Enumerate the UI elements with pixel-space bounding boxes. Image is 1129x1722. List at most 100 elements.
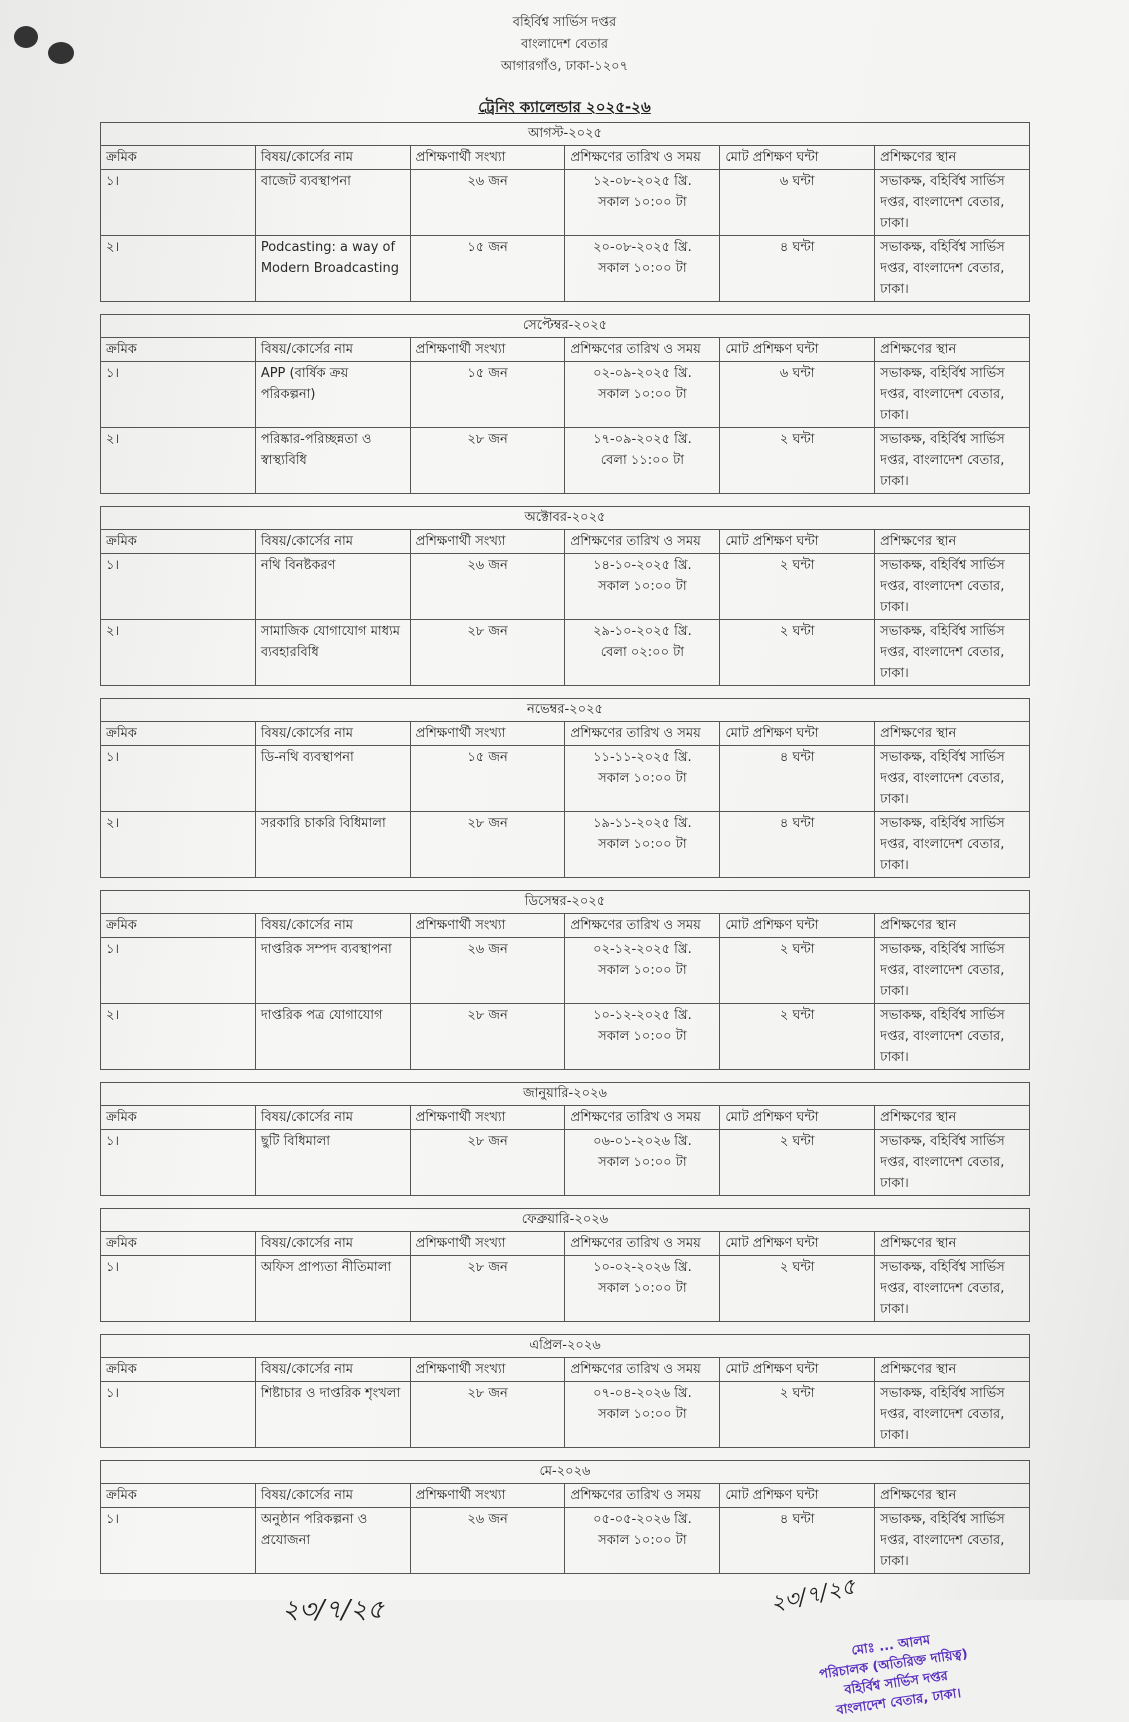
date-time-cell: ১০-০২-২০২৬ খ্রি. সকাল ১০:০০ টা xyxy=(564,1255,721,1322)
hours-cell: ৬ ঘন্টা xyxy=(719,169,876,236)
table-row: ১। APP (বার্ষিক ক্রয় পরিকল্পনা) ১৫ জন ০২-০… xyxy=(100,361,1030,428)
participants-cell: ১৫ জন xyxy=(409,361,566,428)
column-header: প্রশিক্ষণার্থী সংখ্যা xyxy=(409,145,566,170)
serial-cell: ১। xyxy=(100,1255,256,1322)
venue-cell: সভাকক্ষ, বহির্বিশ্ব সার্ভিস দপ্তর, বাংলা… xyxy=(874,427,1030,494)
table-row: ১। শিষ্টাচার ও দাপ্তরিক শৃংখলা ২৮ জন ০৭-০৪-… xyxy=(100,1381,1030,1448)
course-cell: সরকারি চাকরি বিধিমালা xyxy=(254,811,411,878)
column-header: মোট প্রশিক্ষণ ঘন্টা xyxy=(719,1483,876,1508)
signature-date: ২৩/৭/২৫ xyxy=(768,1574,858,1617)
month-table: নভেম্বর-২০২৫ ক্রমিক বিষয়/কোর্সের নাম প্রশি… xyxy=(100,698,1030,878)
participants-cell: ২৬ জন xyxy=(409,553,566,620)
course-cell: নথি বিনষ্টকরণ xyxy=(254,553,411,620)
date-time-cell: ২৯-১০-২০২৫ খ্রি. বেলা ০২:০০ টা xyxy=(564,619,721,686)
venue-cell: সভাকক্ষ, বহির্বিশ্ব সার্ভিস দপ্তর, বাংলা… xyxy=(874,553,1030,620)
address: আগারগাঁও, ঢাকা-১২০৭ xyxy=(500,59,629,74)
header-row: ক্রমিক বিষয়/কোর্সের নাম প্রশিক্ষণার্থী সং… xyxy=(100,1357,1030,1382)
time-text: সকাল ১০:০০ টা xyxy=(598,771,687,786)
participants-cell: ২৬ জন xyxy=(409,1507,566,1574)
column-header: প্রশিক্ষণের তারিখ ও সময় xyxy=(564,721,721,746)
table-row: ২। দাপ্তরিক পত্র যোগাযোগ ২৮ জন ১০-১২-২০২৫ খ… xyxy=(100,1003,1030,1070)
header-row: ক্রমিক বিষয়/কোর্সের নাম প্রশিক্ষণার্থী সং… xyxy=(100,145,1030,170)
column-header: প্রশিক্ষণের স্থান xyxy=(874,145,1030,170)
month-row: সেপ্টেম্বর-২০২৫ xyxy=(100,314,1030,338)
participants-cell: ২৮ জন xyxy=(409,427,566,494)
column-header: মোট প্রশিক্ষণ ঘন্টা xyxy=(719,529,876,554)
column-header: প্রশিক্ষণের তারিখ ও সময় xyxy=(564,1231,721,1256)
month-heading: জানুয়ারি-২০২৬ xyxy=(100,1082,1030,1106)
column-header: প্রশিক্ষণের স্থান xyxy=(874,913,1030,938)
time-text: সকাল ১০:০০ টা xyxy=(598,1407,687,1422)
date-text: ১৪-১০-২০২৫ খ্রি. xyxy=(593,558,692,573)
table-row: ১। বাজেট ব্যবস্থাপনা ২৬ জন ১২-০৮-২০২৫ খ্রি.… xyxy=(100,169,1030,236)
date-text: ০২-১২-২০২৫ খ্রি. xyxy=(593,942,692,957)
venue-cell: সভাকক্ষ, বহির্বিশ্ব সার্ভিস দপ্তর, বাংলা… xyxy=(874,745,1030,812)
month-heading: আগস্ট-২০২৫ xyxy=(100,122,1030,146)
venue-cell: সভাকক্ষ, বহির্বিশ্ব সার্ভিস দপ্তর, বাংলা… xyxy=(874,169,1030,236)
date-text: ১০-০২-২০২৬ খ্রি. xyxy=(593,1260,692,1275)
time-text: সকাল ১০:০০ টা xyxy=(598,837,687,852)
course-cell: অফিস প্রাপ্যতা নীতিমালা xyxy=(254,1255,411,1322)
venue-cell: সভাকক্ষ, বহির্বিশ্ব সার্ভিস দপ্তর, বাংলা… xyxy=(874,1003,1030,1070)
month-table: ফেব্রুয়ারি-২০২৬ ক্রমিক বিষয়/কোর্সের নাম প… xyxy=(100,1208,1030,1322)
participants-cell: ১৫ জন xyxy=(409,235,566,302)
table-row: ১। ডি-নথি ব্যবস্থাপনা ১৫ জন ১১-১১-২০২৫ খ্রি… xyxy=(100,745,1030,812)
venue-cell: সভাকক্ষ, বহির্বিশ্ব সার্ভিস দপ্তর, বাংলা… xyxy=(874,1381,1030,1448)
participants-cell: ২৮ জন xyxy=(409,811,566,878)
venue-cell: সভাকক্ষ, বহির্বিশ্ব সার্ভিস দপ্তর, বাংলা… xyxy=(874,937,1030,1004)
column-header: প্রশিক্ষণের স্থান xyxy=(874,1357,1030,1382)
time-text: সকাল ১০:০০ টা xyxy=(598,1155,687,1170)
hours-cell: ২ ঘন্টা xyxy=(719,427,876,494)
column-header: প্রশিক্ষণার্থী সংখ্যা xyxy=(409,337,566,362)
header-row: ক্রমিক বিষয়/কোর্সের নাম প্রশিক্ষণার্থী সং… xyxy=(100,1483,1030,1508)
course-cell: শিষ্টাচার ও দাপ্তরিক শৃংখলা xyxy=(254,1381,411,1448)
date-time-cell: ১৭-০৯-২০২৫ খ্রি. বেলা ১১:০০ টা xyxy=(564,427,721,494)
venue-cell: সভাকক্ষ, বহির্বিশ্ব সার্ভিস দপ্তর, বাংলা… xyxy=(874,1129,1030,1196)
column-header: ক্রমিক xyxy=(100,145,256,170)
column-header: ক্রমিক xyxy=(100,1105,256,1130)
time-text: সকাল ১০:০০ টা xyxy=(598,195,687,210)
column-header: প্রশিক্ষণের তারিখ ও সময় xyxy=(564,1105,721,1130)
date-time-cell: ১১-১১-২০২৫ খ্রি. সকাল ১০:০০ টা xyxy=(564,745,721,812)
date-text: ১২-০৮-২০২৫ খ্রি. xyxy=(593,174,692,189)
header-row: ক্রমিক বিষয়/কোর্সের নাম প্রশিক্ষণার্থী সং… xyxy=(100,721,1030,746)
initial-signature: ২৩/৭/২৫ xyxy=(282,1595,385,1625)
date-time-cell: ০২-১২-২০২৫ খ্রি. সকাল ১০:০০ টা xyxy=(564,937,721,1004)
table-row: ১। অফিস প্রাপ্যতা নীতিমালা ২৮ জন ১০-০২-২০২৬… xyxy=(100,1255,1030,1322)
column-header: মোট প্রশিক্ষণ ঘন্টা xyxy=(719,913,876,938)
date-time-cell: ২০-০৮-২০২৫ খ্রি. সকাল ১০:০০ টা xyxy=(564,235,721,302)
serial-cell: ২। xyxy=(100,235,256,302)
venue-cell: সভাকক্ষ, বহির্বিশ্ব সার্ভিস দপ্তর, বাংলা… xyxy=(874,1507,1030,1574)
column-header: ক্রমিক xyxy=(100,721,256,746)
month-table: সেপ্টেম্বর-২০২৫ ক্রমিক বিষয়/কোর্সের নাম প্… xyxy=(100,314,1030,494)
column-header: বিষয়/কোর্সের নাম xyxy=(254,721,411,746)
column-header: প্রশিক্ষণের তারিখ ও সময় xyxy=(564,337,721,362)
date-time-cell: ০৫-০৫-২০২৬ খ্রি. সকাল ১০:০০ টা xyxy=(564,1507,721,1574)
table-row: ১। নথি বিনষ্টকরণ ২৬ জন ১৪-১০-২০২৫ খ্রি. সকাল… xyxy=(100,553,1030,620)
date-text: ২০-০৮-২০২৫ খ্রি. xyxy=(593,240,692,255)
table-row: ১। অনুষ্ঠান পরিকল্পনা ও প্রযোজনা ২৬ জন ০৫-০… xyxy=(100,1507,1030,1574)
date-text: ১৯-১১-২০২৫ খ্রি. xyxy=(593,816,692,831)
participants-cell: ২৮ জন xyxy=(409,1003,566,1070)
column-header: ক্রমিক xyxy=(100,1231,256,1256)
participants-cell: ২৮ জন xyxy=(409,1381,566,1448)
course-cell: পরিষ্কার-পরিচ্ছন্নতা ও স্বাস্থ্যবিধি xyxy=(254,427,411,494)
serial-cell: ১। xyxy=(100,169,256,236)
column-header: ক্রমিক xyxy=(100,913,256,938)
participants-cell: ২৮ জন xyxy=(409,619,566,686)
column-header: প্রশিক্ষণের স্থান xyxy=(874,529,1030,554)
month-table: এপ্রিল-২০২৬ ক্রমিক বিষয়/কোর্সের নাম প্রশিক… xyxy=(100,1334,1030,1448)
time-text: বেলা ০২:০০ টা xyxy=(600,645,685,660)
month-heading: মে-২০২৬ xyxy=(100,1460,1030,1484)
time-text: সকাল ১০:০০ টা xyxy=(598,1029,687,1044)
serial-cell: ১। xyxy=(100,937,256,1004)
column-header: প্রশিক্ষণার্থী সংখ্যা xyxy=(409,1231,566,1256)
time-text: সকাল ১০:০০ টা xyxy=(598,261,687,276)
column-header: প্রশিক্ষণার্থী সংখ্যা xyxy=(409,529,566,554)
hours-cell: ৪ ঘন্টা xyxy=(719,811,876,878)
column-header: ক্রমিক xyxy=(100,1483,256,1508)
column-header: মোট প্রশিক্ষণ ঘন্টা xyxy=(719,1105,876,1130)
month-table: ডিসেম্বর-২০২৫ ক্রমিক বিষয়/কোর্সের নাম প্রশ… xyxy=(100,890,1030,1070)
serial-cell: ১। xyxy=(100,1507,256,1574)
column-header: প্রশিক্ষণার্থী সংখ্যা xyxy=(409,1105,566,1130)
